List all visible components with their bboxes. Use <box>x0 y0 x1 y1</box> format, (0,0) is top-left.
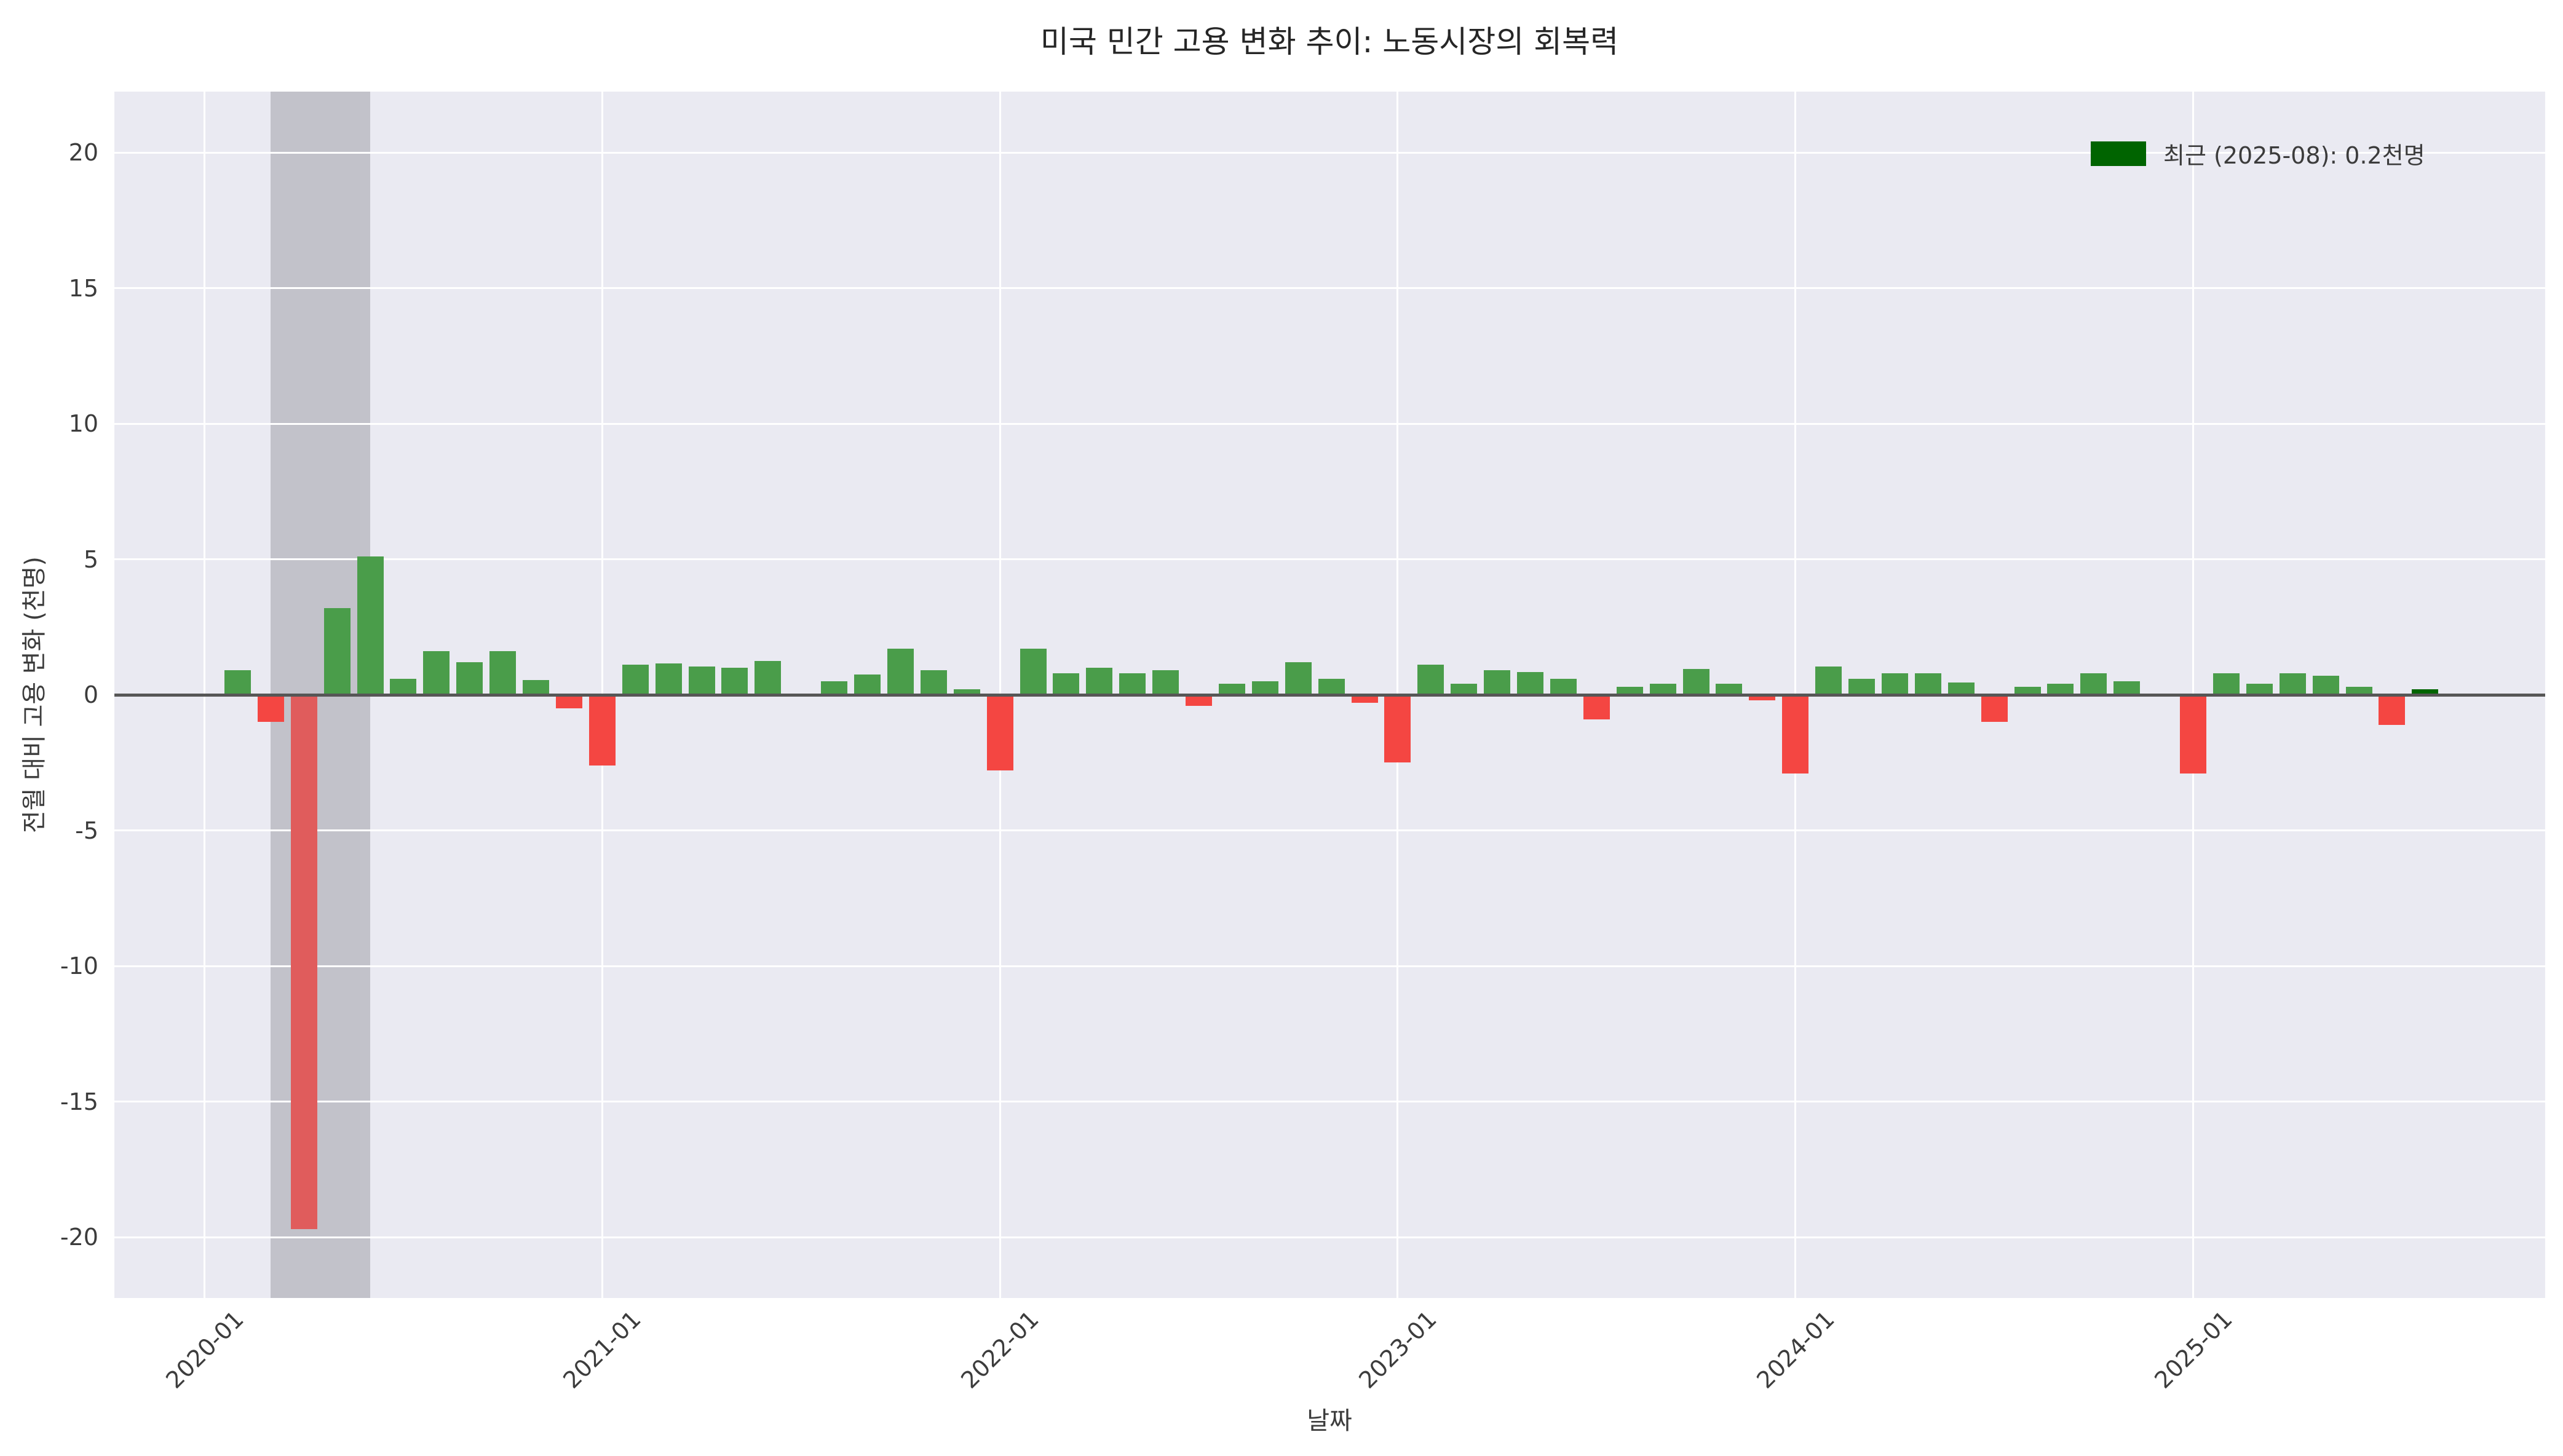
bar-2021-01 <box>588 695 616 766</box>
legend: 최근 (2025-08): 0.2천명 <box>2091 136 2425 170</box>
bar-2024-02 <box>1815 666 1842 695</box>
bar-2023-09 <box>1649 684 1676 695</box>
bar-2021-09 <box>854 674 881 695</box>
h-gridline <box>114 1236 2545 1238</box>
h-gridline <box>114 422 2545 425</box>
bar-2024-01 <box>1782 695 1809 774</box>
xtick-2025-01: 2025-01 <box>2149 1305 2238 1394</box>
bar-2022-10 <box>1285 662 1312 695</box>
bar-2021-02 <box>622 665 649 695</box>
bar-2021-11 <box>920 670 947 695</box>
bar-2023-04 <box>1484 670 1511 695</box>
bar-2024-04 <box>1881 673 1908 695</box>
bar-2025-06 <box>2345 686 2372 695</box>
bar-2020-12 <box>555 695 582 709</box>
bar-2022-07 <box>1186 695 1212 706</box>
bar-2021-10 <box>887 649 914 695</box>
bar-2025-02 <box>2212 673 2240 695</box>
bar-2020-09 <box>456 662 483 695</box>
h-gridline <box>114 287 2545 289</box>
y-axis-title: 전월 대비 고용 변화 (천명) <box>20 556 49 834</box>
ytick-20: 20 <box>68 139 98 166</box>
bar-2023-12 <box>1749 695 1776 700</box>
legend-label: 최근 (2025-08): 0.2천명 <box>2163 142 2425 169</box>
bar-2022-03 <box>1053 673 1080 695</box>
x-axis-title: 날짜 <box>1307 1407 1352 1435</box>
bar-2024-05 <box>1914 673 1941 695</box>
chart-title: 미국 민간 고용 변화 추이: 노동시장의 회복력 <box>1040 24 1619 60</box>
bar-2024-09 <box>2047 684 2074 695</box>
bar-2022-12 <box>1351 695 1378 703</box>
xtick-2024-01: 2024-01 <box>1751 1305 1840 1394</box>
bar-2021-08 <box>821 681 848 695</box>
bar-2023-05 <box>1517 671 1543 695</box>
bar-2024-07 <box>1981 695 2008 722</box>
bar-2025-05 <box>2312 676 2339 695</box>
bar-2021-03 <box>655 663 682 695</box>
bar-2025-03 <box>2246 684 2273 695</box>
zero-line <box>114 693 2545 697</box>
xtick-2022-01: 2022-01 <box>956 1305 1044 1394</box>
bar-2020-02 <box>224 670 251 695</box>
ytick--15: -15 <box>60 1088 98 1115</box>
bar-2022-06 <box>1152 670 1179 695</box>
bar-2023-11 <box>1716 684 1743 695</box>
ytick--10: -10 <box>60 952 98 979</box>
h-gridline <box>114 829 2545 831</box>
bar-2023-01 <box>1384 695 1411 763</box>
bar-2024-11 <box>2113 681 2141 695</box>
bar-2021-05 <box>721 667 748 695</box>
h-gridline <box>114 965 2545 967</box>
bar-2024-08 <box>2014 686 2041 695</box>
bar-2020-08 <box>423 651 450 695</box>
ytick-5: 5 <box>83 545 98 573</box>
bar-2020-11 <box>523 679 549 695</box>
bar-2020-07 <box>390 678 417 695</box>
bar-2025-01 <box>2180 695 2206 774</box>
bar-2024-06 <box>1947 682 1975 695</box>
plot-area: 최근 (2025-08): 0.2천명 <box>114 92 2545 1298</box>
bar-2020-10 <box>489 651 517 695</box>
ytick-15: 15 <box>68 274 98 302</box>
xtick-2020-01: 2020-01 <box>160 1305 249 1394</box>
bar-2023-03 <box>1451 684 1478 695</box>
bar-2020-04 <box>290 695 317 1229</box>
xtick-2023-01: 2023-01 <box>1353 1305 1442 1394</box>
h-gridline <box>114 1101 2545 1102</box>
bar-2021-12 <box>953 689 980 695</box>
bar-2022-02 <box>1020 649 1047 695</box>
bar-2020-05 <box>323 607 351 695</box>
bar-2023-10 <box>1682 669 1709 695</box>
bar-2023-02 <box>1417 665 1444 695</box>
ytick--20: -20 <box>60 1224 98 1251</box>
bar-2024-03 <box>1848 678 1875 695</box>
bar-2022-09 <box>1251 681 1278 695</box>
bar-2022-08 <box>1218 684 1245 695</box>
ytick-10: 10 <box>68 410 98 437</box>
bar-2025-04 <box>2279 673 2306 695</box>
xtick-2021-01: 2021-01 <box>558 1305 646 1394</box>
bar-2025-08 <box>2412 689 2439 695</box>
bar-2023-07 <box>1583 695 1610 719</box>
bar-2022-11 <box>1318 678 1345 695</box>
bar-2021-04 <box>688 666 715 695</box>
bar-2023-06 <box>1550 678 1577 695</box>
bar-2023-08 <box>1616 686 1643 695</box>
bar-2022-05 <box>1119 673 1146 695</box>
ytick--5: -5 <box>75 817 98 844</box>
bar-2022-04 <box>1086 667 1113 695</box>
bar-2022-01 <box>986 695 1013 771</box>
bar-2021-06 <box>755 660 782 695</box>
bar-2020-03 <box>257 695 284 722</box>
ytick-0: 0 <box>83 681 98 708</box>
bar-2025-07 <box>2379 695 2406 725</box>
bar-2024-10 <box>2080 673 2107 695</box>
h-gridline <box>114 558 2545 560</box>
h-gridline <box>114 151 2545 154</box>
bar-2020-06 <box>357 556 384 695</box>
legend-swatch <box>2091 141 2146 166</box>
